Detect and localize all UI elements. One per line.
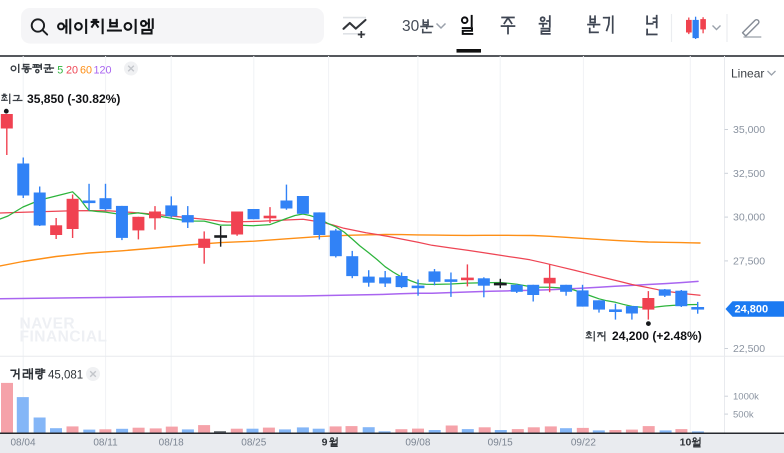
svg-text:Linear: Linear [731, 66, 764, 80]
svg-text:FINANCIAL: FINANCIAL [20, 329, 108, 346]
svg-text:27,500: 27,500 [733, 255, 765, 267]
svg-text:09/15: 09/15 [488, 438, 513, 449]
svg-text:10: 10 [680, 437, 692, 449]
svg-text:35,850 (-30.82%): 35,850 (-30.82%) [27, 92, 120, 106]
svg-text:120: 120 [94, 65, 112, 77]
svg-text:30: 30 [402, 18, 420, 35]
svg-text:08/18: 08/18 [159, 438, 184, 449]
svg-text:09/22: 09/22 [571, 438, 596, 449]
svg-text:45,081: 45,081 [48, 370, 83, 382]
svg-text:24,800: 24,800 [735, 304, 769, 316]
svg-text:30,000: 30,000 [733, 212, 765, 224]
svg-text:08/25: 08/25 [241, 438, 266, 449]
svg-text:5: 5 [57, 65, 63, 77]
svg-text:60: 60 [80, 65, 92, 77]
svg-text:500k: 500k [733, 409, 754, 420]
svg-text:08/04: 08/04 [10, 438, 35, 449]
svg-text:32,500: 32,500 [733, 168, 765, 180]
svg-text:22,500: 22,500 [733, 343, 765, 355]
svg-text:20: 20 [66, 65, 78, 77]
svg-text:1000k: 1000k [733, 392, 759, 403]
svg-text:35,000: 35,000 [733, 124, 765, 136]
svg-text:09/08: 09/08 [405, 438, 430, 449]
svg-text:24,200 (+2.48%): 24,200 (+2.48%) [612, 329, 702, 343]
svg-text:9: 9 [322, 437, 328, 449]
svg-text:NAVER: NAVER [20, 316, 76, 333]
svg-text:08/11: 08/11 [93, 438, 118, 449]
